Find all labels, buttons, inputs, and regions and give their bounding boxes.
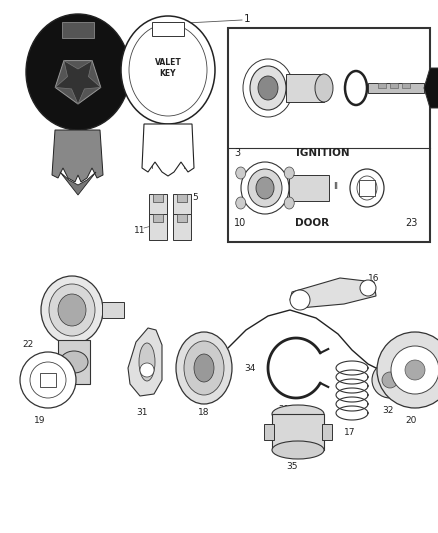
Ellipse shape [315, 74, 333, 102]
Ellipse shape [58, 294, 86, 326]
Bar [359, 180, 375, 196]
Text: 10: 10 [234, 218, 246, 228]
Ellipse shape [184, 341, 224, 395]
Ellipse shape [139, 343, 155, 381]
Ellipse shape [26, 14, 130, 130]
Bar [322, 424, 332, 440]
Bar [152, 22, 184, 36]
Bar [177, 214, 187, 222]
Text: 1: 1 [244, 14, 251, 24]
Text: 11: 11 [134, 226, 145, 235]
Bar [40, 373, 56, 387]
Polygon shape [290, 278, 376, 308]
Ellipse shape [194, 354, 214, 382]
Text: 31: 31 [136, 408, 148, 417]
Bar [102, 302, 124, 318]
Bar [58, 340, 90, 384]
Text: DOOR: DOOR [295, 218, 329, 228]
Bar [368, 83, 424, 93]
Bar [272, 414, 324, 450]
Text: 19: 19 [34, 416, 46, 425]
Ellipse shape [272, 441, 324, 459]
Ellipse shape [248, 169, 282, 207]
Ellipse shape [121, 16, 215, 124]
Circle shape [372, 362, 408, 398]
Ellipse shape [129, 24, 207, 116]
Polygon shape [128, 328, 162, 396]
Ellipse shape [258, 76, 278, 100]
Bar [173, 194, 191, 220]
Bar [402, 83, 410, 88]
Ellipse shape [176, 332, 232, 404]
Circle shape [391, 346, 438, 394]
Bar [153, 194, 163, 202]
Circle shape [20, 352, 76, 408]
Polygon shape [52, 130, 103, 182]
Text: 35: 35 [286, 462, 297, 471]
Text: 17: 17 [344, 428, 356, 437]
Bar [153, 214, 163, 222]
Bar [177, 194, 187, 202]
Ellipse shape [250, 66, 286, 110]
Bar [62, 22, 94, 38]
Ellipse shape [49, 284, 95, 336]
Circle shape [405, 360, 425, 380]
Circle shape [290, 290, 310, 310]
Ellipse shape [350, 169, 384, 207]
Text: 22: 22 [22, 340, 33, 349]
Bar [264, 424, 274, 440]
Text: 5: 5 [192, 193, 198, 202]
Text: 20: 20 [405, 416, 417, 425]
Ellipse shape [41, 276, 103, 344]
Polygon shape [55, 61, 101, 104]
Polygon shape [424, 68, 438, 108]
Text: 3: 3 [234, 148, 240, 158]
Ellipse shape [284, 197, 294, 209]
Ellipse shape [256, 177, 274, 199]
Text: 9: 9 [271, 194, 277, 203]
Text: II: II [333, 182, 338, 191]
Circle shape [30, 362, 66, 398]
Bar [173, 214, 191, 240]
Bar [228, 28, 430, 242]
Bar [286, 74, 324, 102]
Bar [149, 194, 167, 220]
Ellipse shape [60, 351, 88, 373]
Bar [390, 83, 398, 88]
Bar [378, 83, 386, 88]
Polygon shape [60, 172, 96, 195]
Text: 21: 21 [278, 405, 290, 414]
Text: 34: 34 [244, 364, 255, 373]
Polygon shape [142, 124, 194, 176]
Polygon shape [55, 61, 101, 104]
Text: 23: 23 [405, 218, 417, 228]
Text: VALET
KEY: VALET KEY [155, 58, 181, 78]
Ellipse shape [272, 405, 324, 423]
Bar [289, 175, 329, 201]
Circle shape [382, 372, 398, 388]
Ellipse shape [236, 197, 246, 209]
Ellipse shape [236, 167, 246, 179]
Ellipse shape [357, 176, 377, 200]
Text: 15: 15 [308, 194, 319, 203]
Text: 32: 32 [382, 406, 393, 415]
Ellipse shape [284, 167, 294, 179]
Text: 18: 18 [198, 408, 209, 417]
Circle shape [140, 363, 154, 377]
Text: 16: 16 [368, 274, 379, 283]
Circle shape [377, 332, 438, 408]
Bar [149, 214, 167, 240]
Text: IGNITION: IGNITION [296, 148, 350, 158]
Circle shape [360, 280, 376, 296]
